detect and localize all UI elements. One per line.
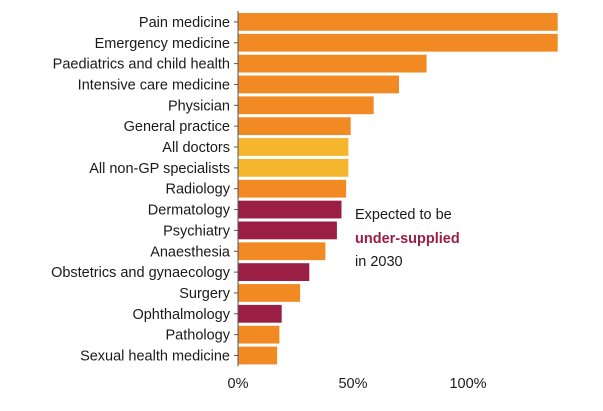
category-labels: Pain medicine Emergency medicine Paediatri…	[51, 15, 238, 365]
category-label: Paediatrics and child health	[53, 57, 230, 73]
category-label: Physician	[168, 98, 230, 114]
category-label: All doctors	[162, 140, 230, 156]
annotation-line-1: Expected to be	[355, 207, 452, 223]
annotation: Expected to be under-supplied in 2030	[355, 207, 460, 270]
category-label: Dermatology	[148, 203, 231, 219]
category-label: Psychiatry	[163, 223, 231, 239]
bar-sexual-health-medicine	[238, 346, 278, 365]
bar-anaesthesia	[238, 242, 326, 261]
bar-obstetrics-and-gynaecology	[238, 263, 310, 281]
category-label: Obstetrics and gynaecology	[51, 265, 231, 281]
bar-all-doctors	[238, 138, 349, 156]
category-label: Anaesthesia	[150, 244, 231, 260]
bar-pain-medicine	[238, 13, 558, 31]
annotation-emphasis: under-supplied	[355, 231, 460, 247]
bar-ophthalmology	[238, 304, 282, 323]
bar-general-practice	[238, 117, 351, 136]
x-tick-label: 100%	[449, 376, 486, 392]
bar-psychiatry	[238, 221, 337, 240]
bar-paediatrics-and-child-health	[238, 54, 427, 73]
bars-group	[238, 13, 558, 365]
category-label: Intensive care medicine	[78, 77, 230, 93]
bar-all-non-gp-specialists	[238, 158, 349, 177]
bar-emergency-medicine	[238, 33, 558, 52]
category-label: Ophthalmology	[132, 307, 230, 323]
category-label: Pain medicine	[139, 15, 230, 31]
category-label: Sexual health medicine	[80, 349, 230, 365]
x-tick-labels: 0% 50% 100%	[228, 376, 487, 392]
x-tick-label: 0%	[228, 376, 249, 392]
category-label: General practice	[124, 119, 230, 135]
category-label: Emergency medicine	[95, 36, 230, 52]
category-label: Radiology	[166, 182, 231, 198]
bar-surgery	[238, 284, 301, 302]
category-label: Surgery	[179, 286, 231, 302]
bar-radiology	[238, 179, 347, 198]
x-tick-label: 50%	[338, 376, 367, 392]
annotation-line-3: in 2030	[355, 254, 403, 270]
bar-pathology	[238, 325, 280, 344]
bar-dermatology	[238, 200, 342, 219]
bar-intensive-care-medicine	[238, 75, 399, 94]
category-label: Pathology	[166, 328, 231, 344]
category-label: All non-GP specialists	[89, 161, 230, 177]
bar-physician	[238, 96, 374, 115]
